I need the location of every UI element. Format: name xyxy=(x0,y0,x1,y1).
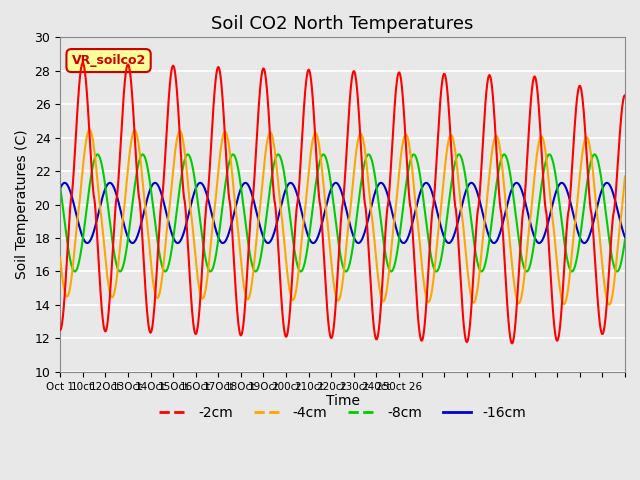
Title: Soil CO2 North Temperatures: Soil CO2 North Temperatures xyxy=(211,15,474,33)
Text: VR_soilco2: VR_soilco2 xyxy=(72,54,146,67)
Legend: -2cm, -4cm, -8cm, -16cm: -2cm, -4cm, -8cm, -16cm xyxy=(154,400,531,425)
Y-axis label: Soil Temperatures (C): Soil Temperatures (C) xyxy=(15,130,29,279)
X-axis label: Time: Time xyxy=(326,394,360,408)
